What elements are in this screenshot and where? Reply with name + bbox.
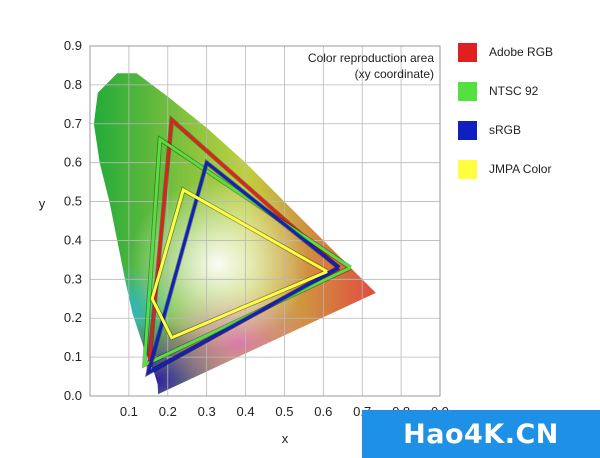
chart-subtitle: (xy coordinate) [355,67,434,81]
x-tick-label: 0.1 [120,404,138,419]
x-tick-label: 0.6 [314,404,332,419]
legend-swatch-ntsc [458,81,477,101]
x-tick-label: 0.5 [275,404,293,419]
x-tick-label: 0.2 [159,404,177,419]
gamut-line-jmpa-color [150,187,328,340]
x-axis-label: x [282,431,289,446]
legend-item-adobe-rgb: Adobe RGB [458,42,598,62]
spectral-locus [93,73,376,395]
y-tick-label: 0.1 [64,349,82,364]
grid [90,46,440,396]
plot-frame [89,45,441,397]
y-axis-label: y [39,196,46,211]
legend-item-jmpa: JMPA Color [458,159,598,179]
legend-item-srgb: sRGB [458,120,598,140]
y-tick-label: 0.7 [64,116,82,131]
y-tick-label: 0.2 [64,310,82,325]
legend-label-srgb: sRGB [489,123,522,137]
y-tick-label: 0.8 [64,77,82,92]
legend: Adobe RGB NTSC 92 sRGB JMPA Color [458,42,598,198]
y-tick-label: 0.4 [64,232,82,247]
x-tick-label: 0.4 [237,404,255,419]
legend-swatch-srgb [458,120,477,140]
y-tick-label: 0.3 [64,271,82,286]
watermark: Hao4K.CN [362,410,600,458]
chart-title: Color reproduction area [308,51,434,65]
legend-label-jmpa: JMPA Color [489,162,552,176]
legend-swatch-jmpa [458,159,477,179]
y-tick-label: 0.9 [64,38,82,53]
y-tick-label: 0.6 [64,155,82,170]
gamut-line-ntsc-92 [142,136,352,368]
y-tick-label: 0.5 [64,194,82,209]
gamut-line-srgb [145,160,340,376]
legend-item-ntsc: NTSC 92 [458,81,598,101]
y-tick-label: 0.0 [64,388,82,403]
legend-swatch-adobe-rgb [458,42,477,62]
gamut-triangles [141,115,352,378]
legend-label-ntsc: NTSC 92 [489,84,539,98]
x-tick-label: 0.3 [198,404,216,419]
legend-label-adobe-rgb: Adobe RGB [489,45,554,59]
